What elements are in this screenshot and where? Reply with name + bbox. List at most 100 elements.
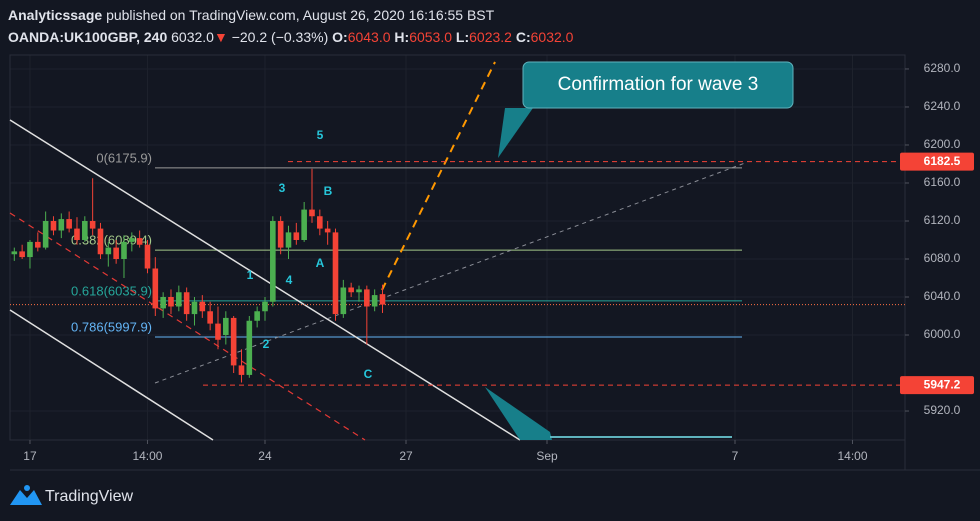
change-arrow: ▼ xyxy=(214,29,228,45)
candle-body xyxy=(340,287,347,315)
symbol: OANDA:UK100GBP, 240 xyxy=(8,29,167,45)
wave-label: 2 xyxy=(263,337,270,351)
wave-label: A xyxy=(316,256,325,270)
candle-body xyxy=(35,241,41,248)
candle-body xyxy=(254,311,260,321)
candle-body xyxy=(113,247,119,259)
candle-body xyxy=(50,220,57,231)
fib-label: 0.618(6035.9) xyxy=(71,283,152,298)
candle-body xyxy=(160,297,166,309)
candle-body xyxy=(356,289,362,293)
tradingview-logo xyxy=(10,485,42,505)
close-value: 6032.0 xyxy=(531,29,574,45)
open-label: O: xyxy=(332,29,348,45)
y-tick-label: 6240.0 xyxy=(924,99,961,113)
candle-body xyxy=(105,247,112,255)
candles-group xyxy=(10,168,905,383)
candle-body xyxy=(136,238,143,245)
y-tick-label: 6080.0 xyxy=(924,251,961,265)
wave-labels: 5 3 B 1 4 A 2 C xyxy=(247,128,373,381)
x-tick-label: 17 xyxy=(23,449,37,463)
low-label: L: xyxy=(456,29,469,45)
candle-body xyxy=(121,241,127,259)
candle-body xyxy=(262,301,268,312)
y-tick-label: 6280.0 xyxy=(924,61,961,75)
candle-body xyxy=(348,287,354,293)
y-tick-label: 6000.0 xyxy=(924,327,961,341)
candle-body xyxy=(317,216,323,229)
x-tick-label: 14:00 xyxy=(132,449,162,463)
footer-brand: TradingView xyxy=(45,488,133,505)
candle-body xyxy=(144,244,151,269)
candle-body xyxy=(270,220,276,302)
wave-label: B xyxy=(324,184,333,198)
candle-body xyxy=(332,232,339,315)
level-label: 5947.2 xyxy=(924,377,961,391)
channel-dashed-line xyxy=(9,212,366,441)
candle-body xyxy=(215,323,221,340)
y-tick-label: 5920.0 xyxy=(924,403,961,417)
candle-body xyxy=(379,294,386,305)
projection-line xyxy=(381,61,496,291)
x-tick-label: 7 xyxy=(732,449,739,463)
candle-body xyxy=(277,220,284,248)
y-tick-label: 6200.0 xyxy=(924,137,961,151)
candle-body xyxy=(82,220,88,240)
x-tick-label: 14:00 xyxy=(837,449,867,463)
candle-body xyxy=(27,241,33,258)
candle-body xyxy=(364,289,370,307)
published-text: published on TradingView.com, August 26,… xyxy=(106,7,495,23)
header-line-2: OANDA:UK100GBP, 240 6032.0 ▼ −20.2 (−0.33… xyxy=(8,29,574,45)
candle-body xyxy=(293,232,300,240)
x-tick-label: Sep xyxy=(536,449,558,463)
level-label: 6182.5 xyxy=(924,154,961,168)
candle-body xyxy=(238,365,245,375)
header-line-1: Analyticssage published on TradingView.c… xyxy=(8,7,495,23)
low-value: 6023.2 xyxy=(469,29,512,45)
fib-label: 0(6175.9) xyxy=(96,150,152,165)
axes-group: 5920.0 6000.0 6040.0 6080.0 6120.0 6160.0 6200… xyxy=(23,61,974,463)
wave-label: 4 xyxy=(286,273,293,287)
level-tag xyxy=(900,152,974,171)
change: −20.2 (−0.33%) xyxy=(232,29,329,45)
candle-body xyxy=(129,238,135,242)
callout-box xyxy=(522,61,794,109)
x-tick-label: 24 xyxy=(258,449,272,463)
candle-body xyxy=(230,317,237,366)
candle-body xyxy=(89,220,96,229)
y-tick-label: 6160.0 xyxy=(924,175,961,189)
level-tag xyxy=(900,376,974,395)
candle-body xyxy=(152,268,159,309)
high-label: H: xyxy=(394,29,409,45)
high-value: 6053.0 xyxy=(409,29,452,45)
candle-body xyxy=(309,209,315,217)
candle-body xyxy=(19,251,25,258)
candle-body xyxy=(11,251,18,255)
fib-label: 0.786(5997.9) xyxy=(71,319,152,334)
candle-body xyxy=(207,311,213,324)
candle-body xyxy=(74,228,80,240)
callout-text: Confirmation for wave 3 xyxy=(558,74,759,95)
candle-body xyxy=(246,320,253,375)
fib-group: 0(6175.9)0.382(6089.4)0.618(6035.9)0.786… xyxy=(71,150,742,338)
y-tick-label: 6040.0 xyxy=(924,289,961,303)
candle-body xyxy=(285,232,292,248)
candle-body xyxy=(42,220,49,248)
y-tick-label: 6120.0 xyxy=(924,213,961,227)
x-tick-label: 27 xyxy=(399,449,413,463)
candle-body xyxy=(371,295,378,307)
wave-label: 5 xyxy=(317,128,324,142)
candle-body xyxy=(301,209,307,240)
candle-body xyxy=(183,292,190,315)
candle-body xyxy=(199,301,206,312)
levels-group xyxy=(203,161,905,386)
channel-line xyxy=(9,309,214,441)
candle-body xyxy=(223,317,229,336)
ray-line xyxy=(154,162,746,384)
candle-body xyxy=(58,219,65,231)
callout-pointer-lower xyxy=(485,387,552,440)
wave-label: C xyxy=(364,367,373,381)
candle-body xyxy=(324,228,331,233)
